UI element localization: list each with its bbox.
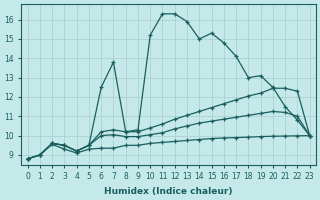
X-axis label: Humidex (Indice chaleur): Humidex (Indice chaleur) [104, 187, 233, 196]
